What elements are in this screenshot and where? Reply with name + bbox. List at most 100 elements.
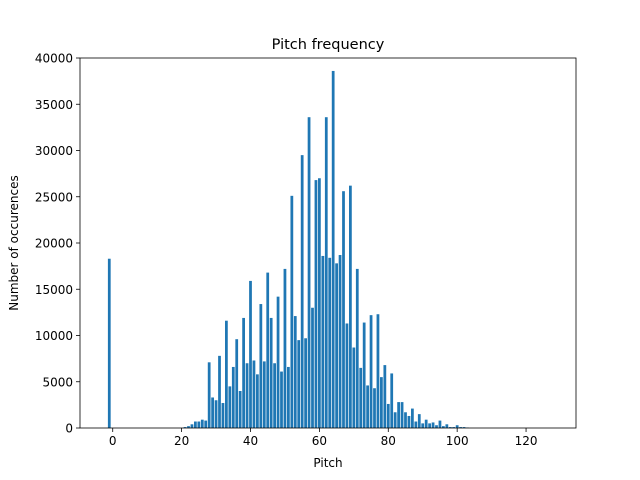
x-tick-label: 60	[312, 434, 327, 448]
x-tick-label: 40	[243, 434, 258, 448]
bar-pitch-57	[307, 117, 311, 428]
bar-pitch-21	[183, 427, 187, 428]
bar-pitch-54	[297, 340, 301, 429]
bar-pitch-98	[448, 427, 452, 428]
plot-frame	[79, 57, 577, 429]
x-axis-ticks: 0 20 40 60 80 100 120	[109, 428, 538, 448]
bar-pitch-89	[417, 414, 421, 429]
bar-pitch-91	[424, 419, 428, 428]
bar-pitch-86	[407, 415, 411, 428]
bar-pitch-92	[428, 423, 431, 429]
chart-title: Pitch frequency	[272, 37, 385, 53]
bar-pitch-61	[321, 255, 325, 428]
x-tick-label: 0	[109, 434, 117, 448]
bar-pitch-38	[242, 317, 245, 428]
bar-pitch-43	[259, 304, 263, 428]
bar-pitch-58	[311, 307, 314, 428]
y-tick-label: 15000	[35, 283, 73, 297]
bar-pitch-40	[249, 280, 252, 428]
bar-pitch-88	[414, 421, 418, 428]
bar-pitch-67	[342, 191, 345, 428]
bar-pitch-70	[352, 347, 356, 428]
bar-pitch-85	[404, 412, 407, 428]
y-axis-ticks: 0 5000 10000 15000 20000 25000 30000 35000 40000	[35, 52, 80, 436]
bar-pitch-73	[362, 322, 366, 428]
bar-pitch-39	[245, 363, 249, 428]
bar-pitch-46	[269, 317, 273, 428]
bar-pitch-75	[369, 315, 373, 428]
y-tick-label: 10000	[35, 329, 73, 343]
bar-pitch-84	[400, 402, 404, 428]
bar-pitch-30	[214, 400, 218, 428]
bar-pitch-76	[373, 388, 376, 428]
bar-pitch-63	[328, 257, 332, 428]
bar-pitch-27	[204, 420, 208, 428]
bar-pitch-72	[359, 367, 363, 429]
bar-pitch-99	[452, 427, 456, 428]
bar-pitch-52	[290, 195, 294, 428]
bar-pitch-37	[238, 391, 242, 428]
x-tick-label: 100	[446, 434, 469, 448]
bar-pitch-81	[390, 373, 394, 428]
bar-pitch-32	[221, 403, 225, 428]
bar-pitch-87	[411, 408, 414, 428]
y-tick-label: 5000	[42, 375, 73, 389]
bar-pitch-48	[276, 296, 280, 428]
bar-pitch-74	[366, 385, 369, 428]
bar-pitch-33	[225, 320, 228, 428]
x-axis-title: Pitch	[313, 456, 342, 470]
bar-pitch-65	[335, 263, 338, 428]
y-tick-label: 40000	[35, 52, 73, 66]
bar-pitch-22	[187, 426, 190, 428]
x-tick-label: 20	[174, 434, 189, 448]
bar-pitch-44	[262, 361, 266, 428]
bar-pitch-42	[256, 374, 259, 428]
bar-pitch-96	[442, 426, 445, 428]
bar-pitch-51	[287, 366, 290, 428]
bar-pitch-45	[266, 272, 270, 428]
bar-pitch-50	[283, 268, 287, 428]
bar-pitch-82	[393, 412, 397, 428]
bar-pitch-25	[197, 421, 201, 428]
bar-pitch-79	[383, 365, 387, 428]
bar-pitch-56	[304, 338, 307, 428]
bar-pitch-97	[445, 424, 449, 428]
bar-pitch-93	[431, 422, 435, 428]
bar-pitch-90	[421, 423, 425, 429]
bar-pitch-69	[349, 185, 352, 428]
bar-pitch-36	[235, 339, 239, 428]
y-tick-label: 35000	[35, 98, 73, 112]
bar-pitch-49	[280, 371, 283, 428]
bar-pitch-100	[455, 425, 459, 428]
bar-pitch-68	[345, 323, 349, 428]
bar-pitch-77	[376, 314, 380, 428]
bar-pitch-64	[331, 70, 335, 428]
bar-pitch-34	[228, 386, 232, 429]
bar-pitch-31	[218, 355, 221, 428]
bar-pitch-62	[324, 117, 328, 428]
bar-pitch-94	[435, 425, 438, 428]
bar-pitch-41	[252, 360, 256, 428]
bar-pitch-53	[293, 316, 297, 428]
bar-pitch-55	[300, 155, 304, 429]
bar-pitch-23	[190, 424, 194, 428]
bar-pitch-101	[459, 427, 462, 428]
y-axis-title: Number of occurences	[7, 175, 21, 310]
y-tick-label: 20000	[35, 237, 73, 251]
bar-pitch-66	[338, 255, 342, 428]
bar-pitch-24	[194, 421, 197, 428]
bar-pitch-78	[380, 377, 383, 429]
bar-pitch-59	[314, 180, 318, 428]
y-tick-label: 30000	[35, 144, 73, 158]
bar-pitch-26	[200, 419, 204, 428]
bar-pitch-60	[318, 178, 321, 428]
x-tick-label: 120	[515, 434, 538, 448]
y-tick-label: 0	[65, 422, 73, 436]
bars-group	[107, 70, 469, 429]
bar-pitch-102	[462, 427, 466, 428]
bar-pitch-29	[211, 397, 214, 428]
bar-pitch-47	[273, 363, 276, 428]
bar-pitch-28	[207, 362, 211, 428]
